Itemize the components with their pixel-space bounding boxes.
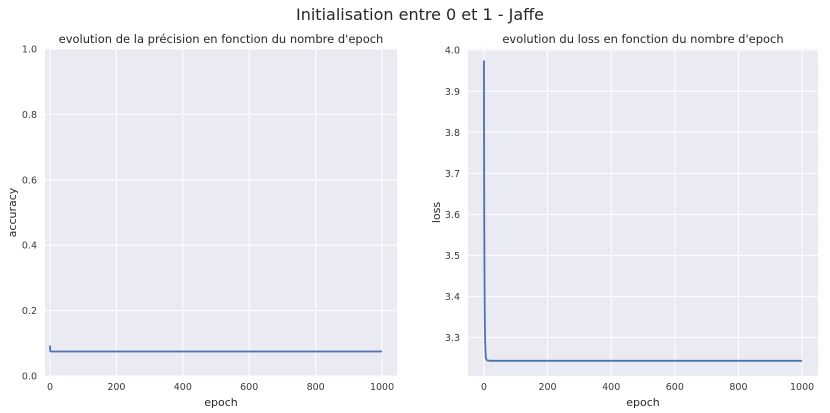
loss-x-axis-label: epoch: [626, 396, 660, 409]
accuracy-x-tick-label: 800: [307, 382, 325, 393]
loss-y-axis-label: loss: [430, 202, 443, 224]
loss-chart-title: evolution du loss en fonction du nombre …: [502, 32, 783, 46]
accuracy-y-tick-label: 0.6: [22, 175, 37, 186]
accuracy-x-tick-label: 400: [174, 382, 192, 393]
accuracy-plot-area: [45, 49, 397, 376]
accuracy-x-tick-label: 200: [107, 382, 125, 393]
loss-y-tick-label: 3.3: [445, 333, 460, 344]
accuracy-y-axis-label: accuracy: [6, 187, 19, 237]
accuracy-y-tick-label: 0.2: [22, 306, 37, 317]
loss-x-tick-label: 0: [481, 382, 487, 393]
loss-series-line: [483, 60, 803, 362]
accuracy-y-tick-label: 0.8: [22, 110, 37, 121]
loss-x-tick-label: 400: [602, 382, 620, 393]
loss-y-tick-label: 3.4: [445, 292, 460, 303]
accuracy-y-tick-label: 1.0: [22, 45, 37, 56]
accuracy-x-tick-label: 600: [240, 382, 258, 393]
loss-x-tick-label: 200: [538, 382, 556, 393]
loss-y-tick-label: 3.7: [445, 169, 460, 180]
loss-x-tick-label: 800: [729, 382, 747, 393]
loss-x-tick-label: 1000: [790, 382, 814, 393]
loss-x-tick-label: 600: [666, 382, 684, 393]
accuracy-x-tick-label: 1000: [370, 382, 394, 393]
loss-y-tick-label: 3.8: [445, 128, 460, 139]
accuracy-y-tick-label: 0.4: [22, 241, 37, 252]
loss-y-tick-label: 4.0: [445, 46, 460, 57]
accuracy-y-tick-label: 0.0: [22, 372, 37, 383]
accuracy-x-axis-label: epoch: [204, 396, 238, 409]
accuracy-chart: 0 200 400 600 800 1000 0.0 0.2 0.4 0.6 0.8 1.0 evolu…: [6, 32, 397, 409]
loss-y-tick-label: 3.6: [445, 210, 460, 221]
accuracy-series-line: [49, 345, 383, 353]
accuracy-x-tick-label: 0: [47, 382, 53, 393]
loss-chart: 0 200 400 600 800 1000 3.3 3.4 3.5 3.6 3.7 3.8 3.9 4.…: [430, 32, 818, 409]
figure-title: Initialisation entre 0 et 1 - Jaffe: [296, 5, 544, 24]
accuracy-chart-title: evolution de la précision en fonction du…: [59, 32, 384, 46]
loss-y-tick-label: 3.9: [445, 87, 460, 98]
loss-y-tick-label: 3.5: [445, 251, 460, 262]
loss-plot-area: [468, 49, 818, 376]
